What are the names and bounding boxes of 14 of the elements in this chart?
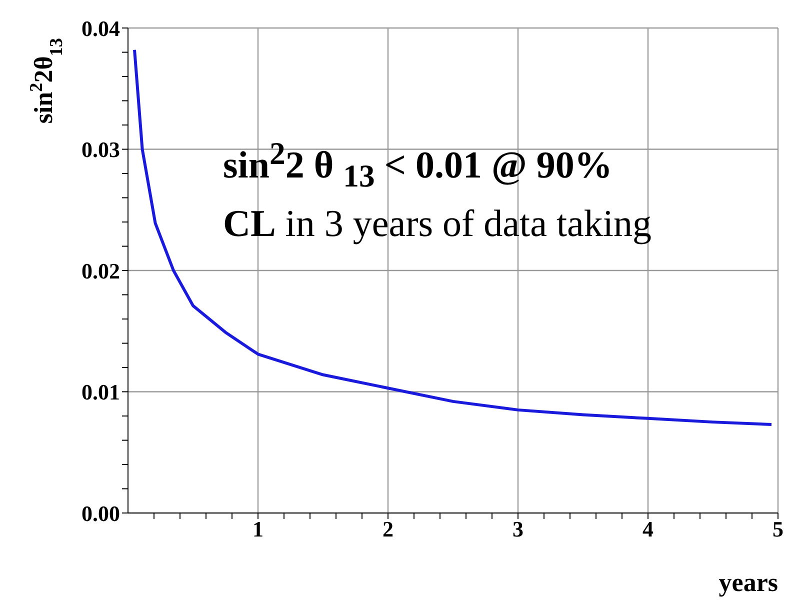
x-tick-label: 1 xyxy=(252,516,264,542)
line-series xyxy=(133,48,773,426)
x-axis-title: years xyxy=(718,568,778,597)
y-tick-label: 0.03 xyxy=(82,137,120,162)
x-tick-label: 3 xyxy=(512,516,524,542)
y-tick-label: 0.04 xyxy=(82,16,120,41)
annotation: CL in 3 years of data taking xyxy=(223,203,652,246)
y-tick-label: 0.02 xyxy=(82,258,120,284)
y-tick-label: 0.00 xyxy=(82,500,120,526)
y-tick-label: 0.01 xyxy=(82,380,120,405)
annotation: sin$^{2}$2 θ $_{13}$ < 0.01 @ 90% xyxy=(223,135,614,196)
x-tick-label: 4 xyxy=(642,516,654,542)
x-tick-label: 5 xyxy=(772,516,784,542)
x-tick-label: 2 xyxy=(382,516,394,542)
